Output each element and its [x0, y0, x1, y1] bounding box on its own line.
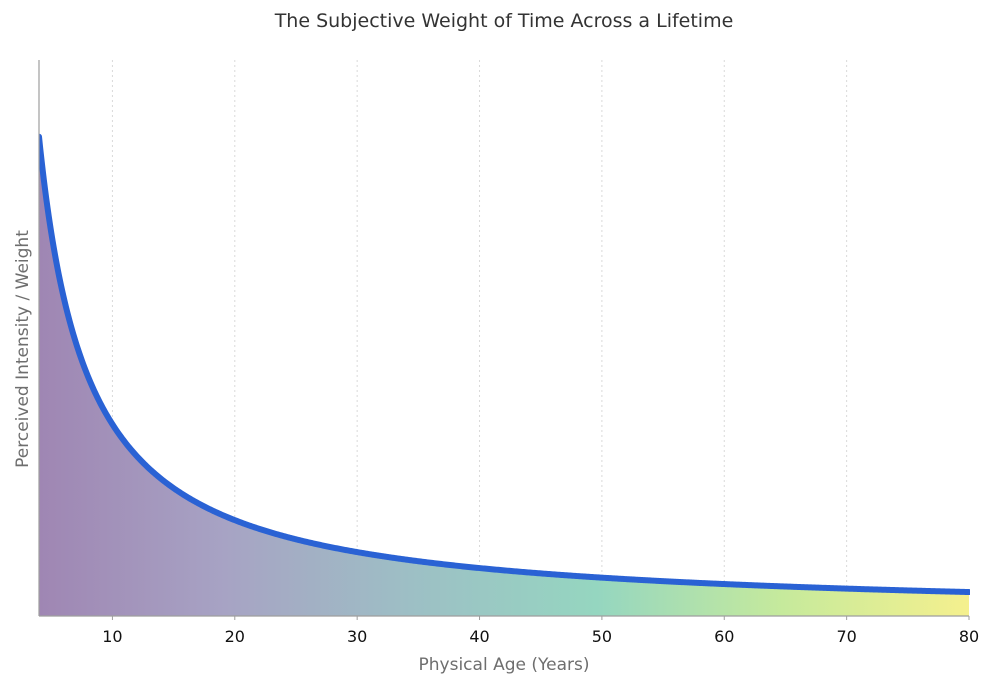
x-tick-labels: 10 20 30 40 50 60 70 80 [102, 616, 979, 646]
x-tick-label-30: 30 [347, 627, 367, 646]
area-fill [39, 136, 969, 616]
series-line [39, 133, 970, 596]
chart-title: The Subjective Weight of Time Across a L… [274, 10, 734, 32]
x-axis-label: Physical Age (Years) [419, 655, 590, 675]
x-tick-label-70: 70 [836, 627, 856, 646]
x-tick-label-50: 50 [592, 627, 612, 646]
x-tick-label-60: 60 [714, 627, 734, 646]
y-axis-label: Perceived Intensity / Weight [13, 230, 33, 468]
x-tick-label-80: 80 [959, 627, 979, 646]
x-tick-label-40: 40 [469, 627, 489, 646]
x-tick-label-10: 10 [102, 627, 122, 646]
x-tick-label-20: 20 [225, 627, 245, 646]
